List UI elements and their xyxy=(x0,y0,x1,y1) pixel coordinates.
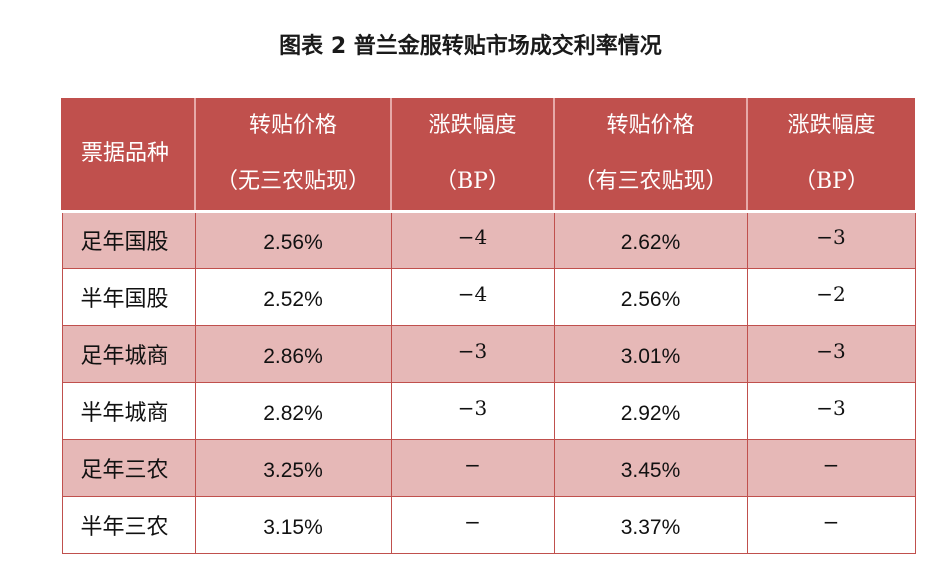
price-with-sannong-cell: 2.92% xyxy=(553,381,748,440)
change-with-sannong-cell: −3 xyxy=(746,381,916,440)
table-row: 半年三农 3.15% − 3.37% − xyxy=(61,495,916,554)
header-label: 转贴价格 xyxy=(248,113,337,139)
price-no-sannong-cell: 2.56% xyxy=(194,210,392,269)
table-row: 足年国股 2.56% −4 2.62% −3 xyxy=(61,210,916,269)
price-no-sannong-cell: 2.82% xyxy=(194,381,392,440)
change-with-sannong-cell: − xyxy=(746,495,916,554)
change-no-sannong-cell: −4 xyxy=(390,210,555,269)
header-change-with-sannong: 涨跌幅度 （BP） xyxy=(746,98,915,213)
price-no-sannong-cell: 3.25% xyxy=(194,438,392,497)
bill-type-cell: 足年国股 xyxy=(61,210,196,269)
header-sublabel: （BP） xyxy=(794,168,869,194)
bill-type-cell: 半年国股 xyxy=(61,267,196,326)
figure-title: 图表 2 普兰金服转贴市场成交利率情况 xyxy=(279,34,662,59)
change-no-sannong-cell: −4 xyxy=(390,267,555,326)
price-with-sannong-cell: 3.01% xyxy=(553,324,748,383)
change-with-sannong-cell: −3 xyxy=(746,324,916,383)
table-body: 足年国股 2.56% −4 2.62% −3 半年国股 2.52% −4 2.5… xyxy=(61,210,916,554)
table-header: 票据品种 转贴价格 （无三农贴现） 涨跌幅度 （BP） 转贴价格 （有三农贴现）… xyxy=(61,98,915,213)
bill-type-cell: 足年城商 xyxy=(61,324,196,383)
bill-type-cell: 半年三农 xyxy=(61,495,196,554)
price-with-sannong-cell: 2.62% xyxy=(553,210,748,269)
change-with-sannong-cell: −3 xyxy=(746,210,916,269)
header-price-with-sannong: 转贴价格 （有三农贴现） xyxy=(553,98,747,213)
table-row: 足年三农 3.25% − 3.45% − xyxy=(61,438,916,497)
header-label: 涨跌幅度 xyxy=(428,113,517,139)
price-with-sannong-cell: 3.37% xyxy=(553,495,748,554)
change-with-sannong-cell: − xyxy=(746,438,916,497)
price-no-sannong-cell: 3.15% xyxy=(194,495,392,554)
change-with-sannong-cell: −2 xyxy=(746,267,916,326)
table-row: 足年城商 2.86% −3 3.01% −3 xyxy=(61,324,916,383)
header-row: 票据品种 转贴价格 （无三农贴现） 涨跌幅度 （BP） 转贴价格 （有三农贴现）… xyxy=(61,98,915,213)
change-no-sannong-cell: − xyxy=(390,438,555,497)
header-sublabel: （无三农贴现） xyxy=(215,168,370,194)
header-label: 转贴价格 xyxy=(606,113,695,139)
change-no-sannong-cell: − xyxy=(390,495,555,554)
bill-type-cell: 半年城商 xyxy=(61,381,196,440)
header-price-no-sannong: 转贴价格 （无三农贴现） xyxy=(194,98,391,213)
header-bill-type-label: 票据品种 xyxy=(81,141,170,166)
bill-type-cell: 足年三农 xyxy=(61,438,196,497)
price-with-sannong-cell: 2.56% xyxy=(553,267,748,326)
header-sublabel: （BP） xyxy=(435,168,510,194)
header-bill-type: 票据品种 xyxy=(61,98,195,213)
price-no-sannong-cell: 2.52% xyxy=(194,267,392,326)
header-sublabel: （有三农贴现） xyxy=(573,168,728,194)
table-row: 半年城商 2.82% −3 2.92% −3 xyxy=(61,381,916,440)
rate-table: 票据品种 转贴价格 （无三农贴现） 涨跌幅度 （BP） 转贴价格 （有三农贴现）… xyxy=(61,98,916,554)
header-label: 涨跌幅度 xyxy=(787,113,876,139)
change-no-sannong-cell: −3 xyxy=(390,381,555,440)
table-row: 半年国股 2.52% −4 2.56% −2 xyxy=(61,267,916,326)
change-no-sannong-cell: −3 xyxy=(390,324,555,383)
price-no-sannong-cell: 2.86% xyxy=(194,324,392,383)
price-with-sannong-cell: 3.45% xyxy=(553,438,748,497)
header-change-no-sannong: 涨跌幅度 （BP） xyxy=(390,98,554,213)
